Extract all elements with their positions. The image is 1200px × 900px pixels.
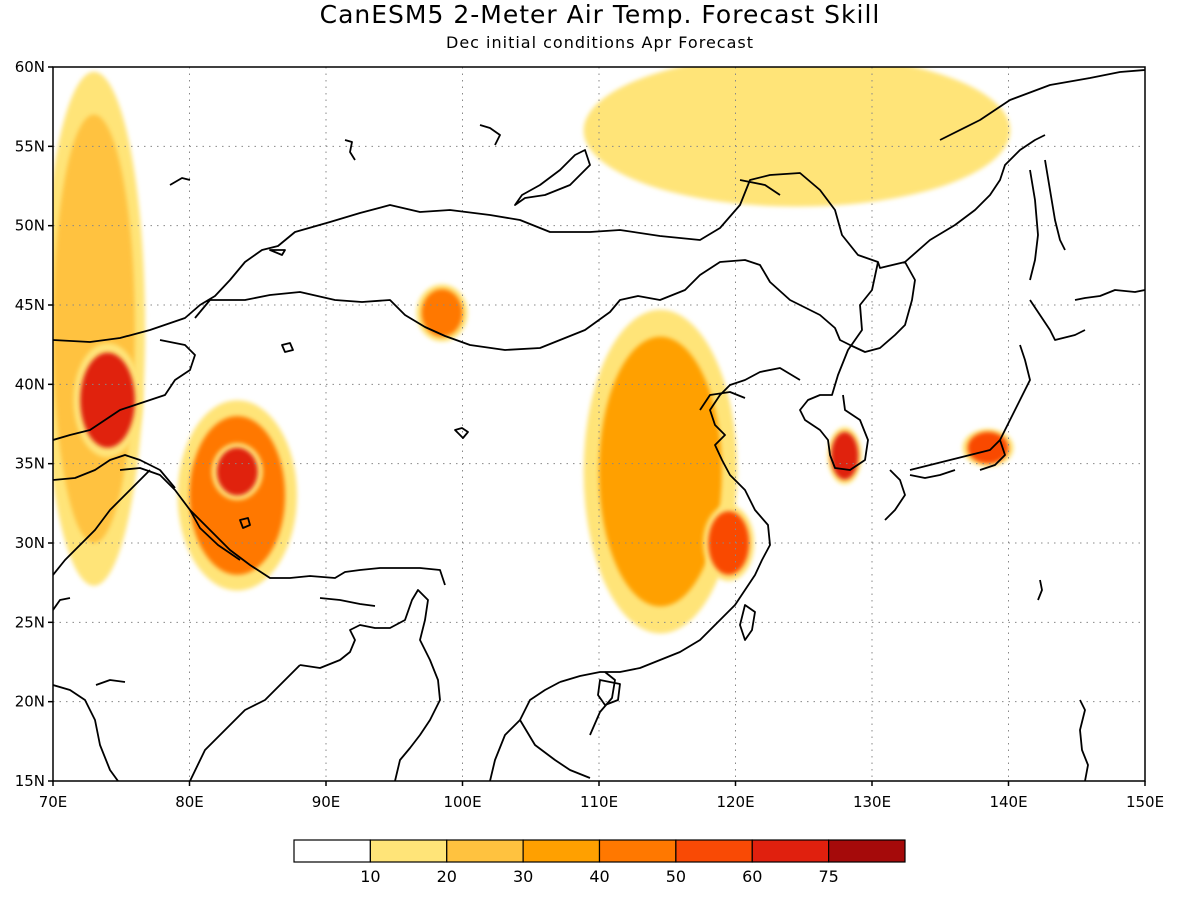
lon-tick-label: 80E	[175, 793, 204, 811]
colorbar-swatch	[446, 839, 524, 863]
colorbar-swatch	[369, 839, 448, 863]
axis-ticks: 70E 80E 90E 100E 110E 120E 130E 140E 150E 60N 55N 5…	[15, 58, 1164, 811]
chart-title: CanESM5 2-Meter Air Temp. Forecast Skill	[319, 0, 881, 29]
lon-tick-label: 120E	[716, 793, 754, 811]
coastlines-borders	[53, 69, 1145, 781]
lat-tick-label: 50N	[15, 217, 45, 235]
colorbar-label: 40	[589, 867, 609, 886]
skill-region-6	[708, 511, 750, 575]
skill-region-7	[831, 431, 859, 480]
colorbar-swatch	[293, 839, 371, 863]
lon-tick-label: 110E	[580, 793, 618, 811]
colorbar-swatch	[522, 839, 601, 863]
lat-tick-label: 60N	[15, 58, 45, 76]
lon-tick-label: 150E	[1126, 793, 1164, 811]
lat-tick-label: 35N	[15, 455, 45, 473]
lon-tick-label: 70E	[39, 793, 68, 811]
colorbar: 10 20 30 40 50 60 75	[293, 839, 906, 886]
lon-tick-label: 140E	[989, 793, 1027, 811]
colorbar-label: 10	[360, 867, 380, 886]
lon-tick-label: 90E	[312, 793, 341, 811]
colorbar-label: 30	[513, 867, 533, 886]
chart-subtitle: Dec initial conditions Apr Forecast	[446, 33, 754, 52]
lat-tick-label: 45N	[15, 296, 45, 314]
skill-region-5	[599, 336, 722, 607]
colorbar-label: 20	[437, 867, 457, 886]
lat-tick-label: 15N	[15, 772, 45, 790]
colorbar-label: 75	[818, 867, 838, 886]
skill-region-4	[421, 289, 463, 337]
lon-tick-label: 100E	[443, 793, 481, 811]
skill-region-8	[967, 431, 1009, 464]
skill-region-3	[216, 447, 258, 496]
lon-tick-label: 130E	[853, 793, 891, 811]
colorbar-label: 50	[666, 867, 686, 886]
colorbar-swatch	[828, 839, 906, 863]
lat-tick-label: 20N	[15, 693, 45, 711]
colorbar-swatch	[751, 839, 830, 863]
lat-tick-label: 30N	[15, 534, 45, 552]
skill-region-1	[80, 352, 135, 448]
colorbar-label: 60	[742, 867, 762, 886]
skill-shading	[53, 67, 1014, 634]
lat-tick-label: 40N	[15, 375, 45, 393]
lat-tick-label: 55N	[15, 137, 45, 155]
colorbar-swatch	[675, 839, 753, 863]
skill-region-9	[626, 67, 968, 194]
gridlines	[53, 67, 1145, 781]
lat-tick-label: 25N	[15, 613, 45, 631]
colorbar-swatch	[598, 839, 677, 863]
